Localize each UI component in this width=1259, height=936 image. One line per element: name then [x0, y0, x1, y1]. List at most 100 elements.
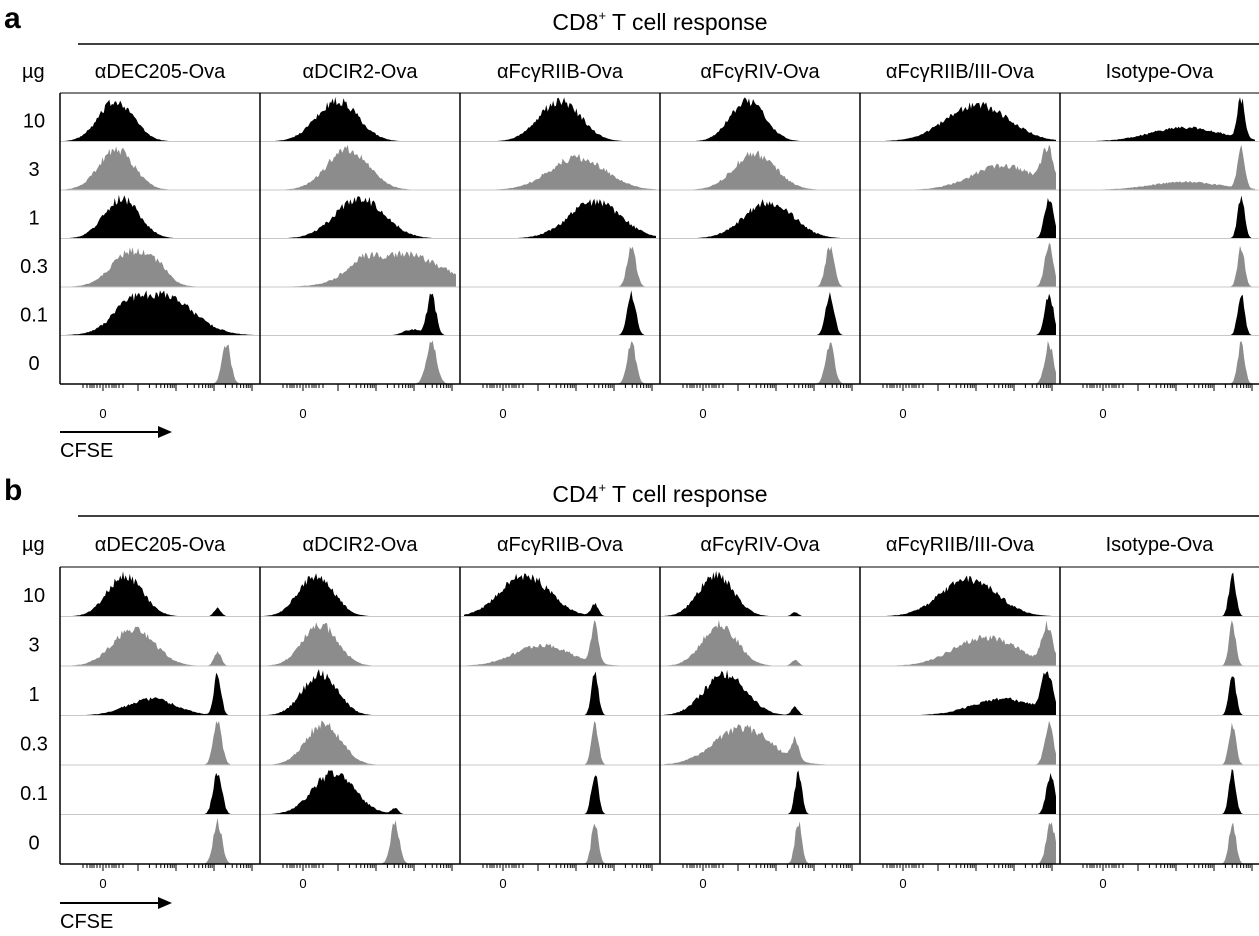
histogram-isotypeova-dose-1: [1064, 676, 1255, 716]
panel-a: a CD8+ T cell response µg αDEC205-Ova αDCIR2…: [4, 2, 1259, 462]
dose-label: 0: [28, 833, 39, 855]
column-header: αDCIR2-Ova: [303, 61, 419, 83]
histogram-fcrivova-dose-10: [664, 570, 856, 617]
dose-label: 10: [23, 111, 45, 133]
column-header: Isotype-Ova: [1106, 534, 1215, 556]
dose-label: 10: [23, 585, 45, 607]
x-tick-label: 0: [699, 406, 706, 421]
histogram-dec205ova-dose-10: [64, 571, 256, 617]
histogram-fcriibova-dose-10: [464, 97, 656, 142]
cfse-label: CFSE: [60, 911, 113, 933]
dose-label: 3: [28, 635, 39, 657]
histogram-dcir2ova-dose-1: [264, 669, 456, 716]
histogram-fcriibova-dose-0p3: [464, 246, 656, 287]
histogram-fcriibiiiova-dose-10: [864, 101, 1056, 142]
histogram-isotypeova-dose-10: [1064, 572, 1255, 617]
dose-label: 0.3: [20, 734, 48, 756]
histogram-fcrivova-dose-0p3: [664, 724, 856, 765]
cfse-label: CFSE: [60, 440, 113, 462]
column-header: αFcγRIV-Ova: [700, 534, 820, 556]
title-rest: T cell response: [606, 9, 768, 35]
histogram-fcriibiiiova-dose-3: [864, 620, 1056, 666]
histogram-fcriibova-dose-0: [464, 823, 656, 864]
x-tick-label: 0: [499, 876, 506, 891]
title-rest: T cell response: [606, 481, 768, 507]
histogram-dec205ova-dose-1: [64, 194, 256, 239]
panel-b: b CD4+ T cell response µg αDEC205-Ova αDCIR2…: [4, 474, 1259, 933]
histogram-dcir2ova-dose-10: [264, 573, 456, 617]
title-main: CD8: [552, 9, 598, 35]
histogram-isotypeova-dose-0p1: [1064, 294, 1255, 336]
histogram-isotypeova-dose-0p3: [1064, 245, 1255, 287]
dose-label: 1: [28, 208, 39, 230]
histogram-dcir2ova-dose-0p1: [264, 770, 456, 815]
histogram-dec205ova-dose-3: [64, 146, 256, 190]
x-tick-label: 0: [1099, 876, 1106, 891]
panel-letter: b: [4, 474, 22, 507]
dose-label: 1: [28, 684, 39, 706]
cfse-arrow-head: [158, 426, 172, 438]
histogram-fcriibiiiova-dose-0p3: [864, 720, 1056, 765]
dose-label: 0: [28, 353, 39, 375]
histogram-fcriibova-dose-1: [464, 198, 656, 239]
histogram-dcir2ova-dose-0: [264, 340, 456, 384]
histogram-fcriibiiiova-dose-1: [864, 671, 1056, 716]
histogram-fcrivova-dose-1: [664, 669, 856, 716]
histogram-isotypeova-dose-10: [1064, 97, 1255, 142]
histogram-fcriibova-dose-3: [464, 153, 656, 190]
histogram-fcriibiiiova-dose-0p1: [864, 772, 1056, 815]
histogram-dec205ova-dose-1: [64, 672, 256, 716]
x-tick-label: 0: [699, 876, 706, 891]
histogram-dcir2ova-dose-0p1: [264, 293, 456, 336]
histogram-fcrivova-dose-0p1: [664, 770, 856, 815]
dose-label: 0.1: [20, 783, 48, 805]
histogram-isotypeova-dose-3: [1064, 144, 1255, 190]
histogram-fcrivova-dose-3: [664, 150, 856, 190]
histogram-dec205ova-dose-0: [64, 344, 256, 384]
histogram-isotypeova-dose-0: [1064, 341, 1255, 384]
histogram-dec205ova-dose-0: [64, 817, 256, 864]
histogram-dec205ova-dose-10: [64, 99, 256, 142]
histogram-fcrivova-dose-10: [664, 97, 856, 142]
histogram-fcrivova-dose-0: [664, 821, 856, 864]
histogram-dec205ova-dose-3: [64, 626, 256, 666]
histogram-dcir2ova-dose-0p3: [264, 720, 456, 765]
histogram-dec205ova-dose-0p1: [64, 290, 256, 336]
x-tick-label: 0: [99, 876, 106, 891]
histogram-fcriibova-dose-10: [464, 573, 656, 617]
histogram-dec205ova-dose-0p1: [64, 772, 256, 815]
panel-title: CD4+ T cell response: [552, 480, 767, 507]
histogram-dcir2ova-dose-10: [264, 97, 456, 142]
column-header: αFcγRIIB/III-Ova: [886, 534, 1035, 556]
histogram-fcriibiiiova-dose-1: [864, 198, 1056, 239]
x-tick-label: 0: [499, 406, 506, 421]
histogram-fcriibova-dose-0: [464, 341, 656, 384]
histogram-fcriibiiiova-dose-3: [864, 144, 1056, 190]
histogram-dcir2ova-dose-0: [264, 820, 456, 864]
x-tick-label: 0: [99, 406, 106, 421]
column-header: αDEC205-Ova: [95, 61, 226, 83]
x-tick-label: 0: [1099, 406, 1106, 421]
histogram-dcir2ova-dose-1: [264, 196, 456, 239]
title-sup: +: [598, 8, 606, 23]
histogram-fcrivova-dose-0: [664, 342, 856, 384]
column-header: αDEC205-Ova: [95, 534, 226, 556]
histogram-fcrivova-dose-0p3: [664, 246, 856, 287]
histogram-fcriibova-dose-0p1: [464, 290, 656, 336]
histogram-isotypeova-dose-0: [1064, 822, 1255, 864]
panel-letter: a: [4, 2, 21, 35]
x-tick-label: 0: [299, 406, 306, 421]
column-header: αFcγRIIB/III-Ova: [886, 61, 1035, 83]
column-header: Isotype-Ova: [1106, 61, 1215, 83]
x-tick-label: 0: [299, 876, 306, 891]
histogram-fcriibiiiova-dose-10: [864, 575, 1056, 617]
histogram-isotypeova-dose-0p1: [1064, 768, 1255, 815]
dose-label: 0.3: [20, 256, 48, 278]
x-tick-label: 0: [899, 406, 906, 421]
dose-header: µg: [22, 61, 45, 83]
histogram-dec205ova-dose-0p3: [64, 720, 256, 765]
histogram-fcriibiiiova-dose-0p3: [864, 242, 1056, 287]
histogram-dec205ova-dose-0p3: [64, 247, 256, 287]
column-header: αDCIR2-Ova: [303, 534, 419, 556]
panel-title: CD8+ T cell response: [552, 8, 767, 35]
